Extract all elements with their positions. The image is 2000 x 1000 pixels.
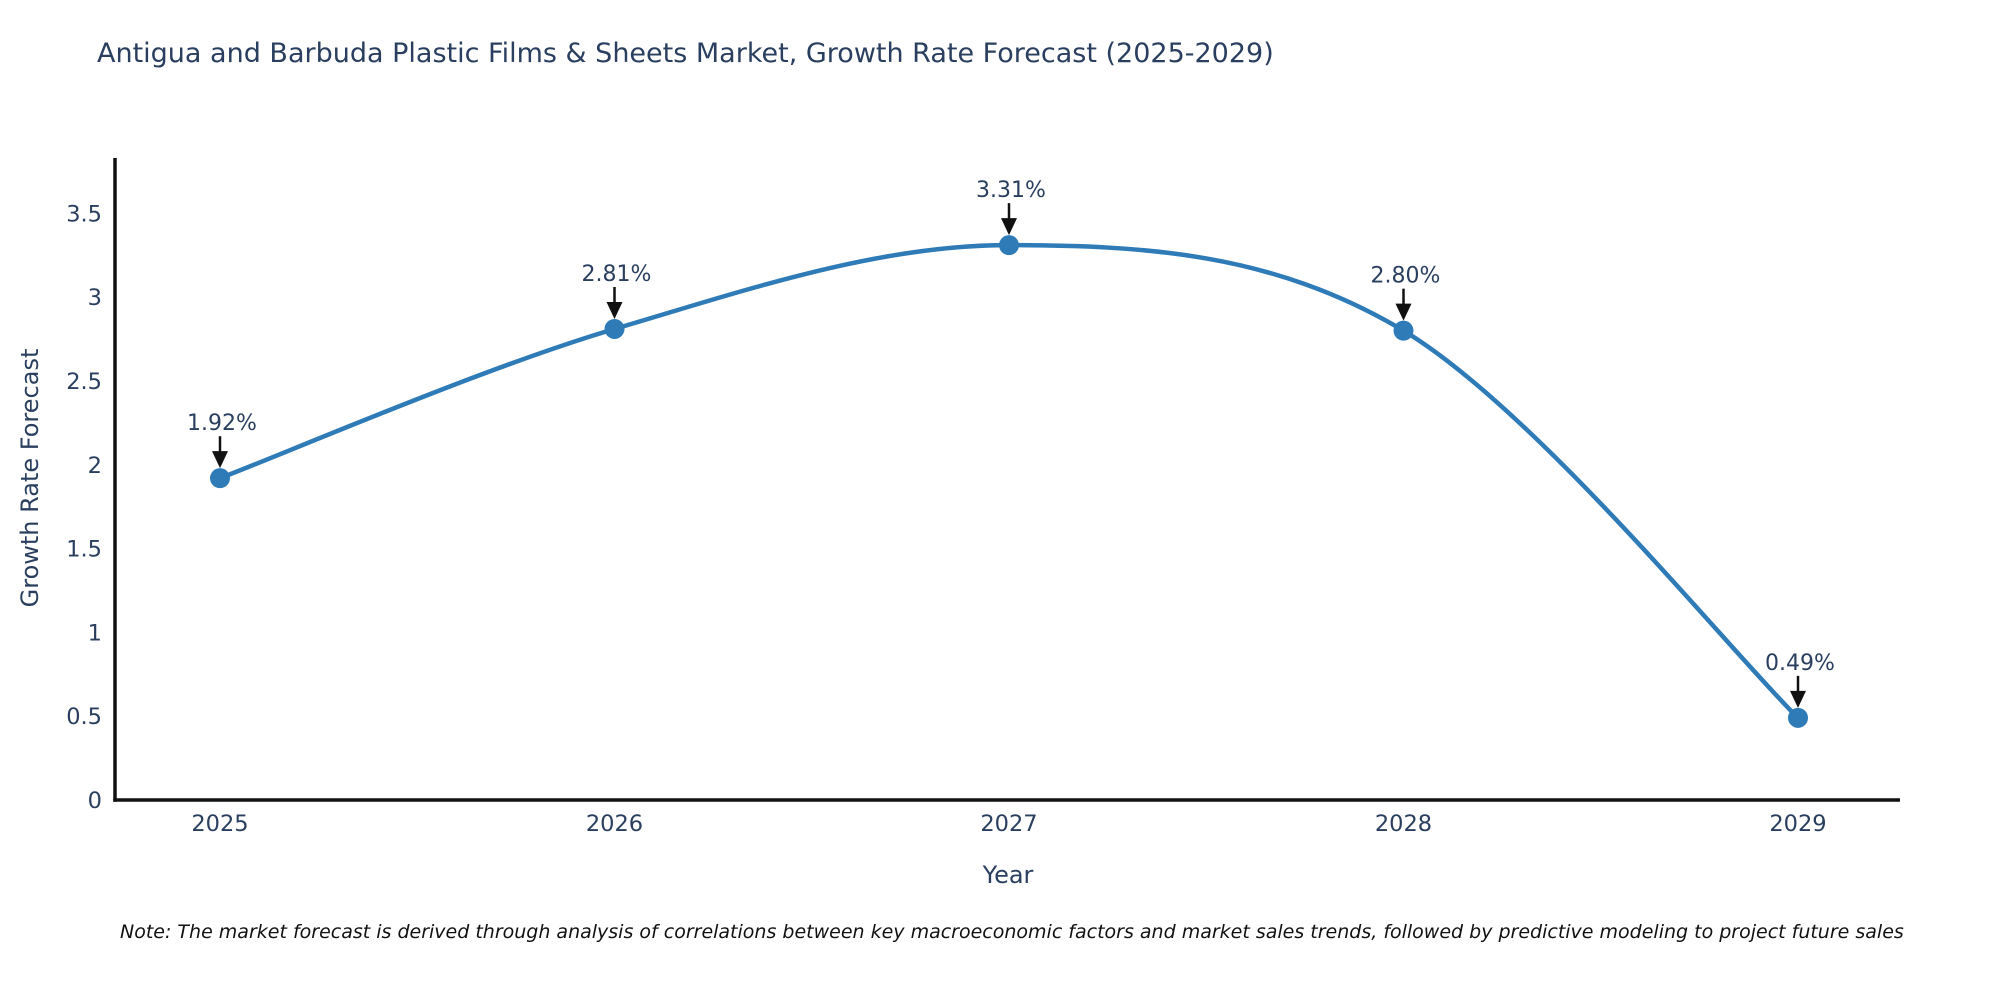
y-tick-label: 0.5 bbox=[66, 704, 102, 730]
data-point bbox=[210, 468, 230, 489]
trend-line bbox=[217, 242, 1801, 721]
annotation-arrowhead bbox=[1790, 690, 1806, 708]
y-tick-label: 2.5 bbox=[66, 369, 102, 395]
y-tick-label: 2 bbox=[88, 453, 102, 479]
y-tick-label: 0 bbox=[88, 788, 102, 814]
annotation-arrowhead bbox=[1395, 303, 1412, 321]
point-annotation-label: 2.81% bbox=[582, 262, 652, 287]
x-tick-label: 2028 bbox=[1375, 811, 1432, 837]
x-axis-title: Year bbox=[982, 861, 1034, 889]
point-annotation-label: 2.80% bbox=[1371, 264, 1441, 289]
annotation-arrowhead bbox=[1001, 218, 1017, 236]
data-point bbox=[1393, 320, 1414, 341]
data-point bbox=[1788, 707, 1808, 728]
y-tick-label: 1.5 bbox=[66, 537, 102, 563]
x-tick-label: 2027 bbox=[980, 811, 1037, 837]
y-tick-label: 1 bbox=[88, 620, 102, 646]
x-tick-label: 2029 bbox=[1769, 811, 1826, 837]
point-annotation-label: 1.92% bbox=[187, 411, 257, 436]
chart-title: Antigua and Barbuda Plastic Films & Shee… bbox=[97, 38, 1274, 69]
x-tick-label: 2025 bbox=[191, 811, 248, 837]
y-tick-label: 3 bbox=[88, 285, 102, 311]
data-point bbox=[999, 235, 1019, 256]
note-text: Note: The market forecast is derived thr… bbox=[120, 921, 1904, 943]
point-annotation-label: 0.49% bbox=[1765, 651, 1835, 676]
x-tick-label: 2026 bbox=[586, 811, 643, 837]
annotation-arrowhead bbox=[212, 451, 228, 469]
y-tick-label: 3.5 bbox=[66, 201, 102, 227]
data-point bbox=[604, 318, 625, 339]
point-annotation-label: 3.31% bbox=[976, 178, 1046, 203]
annotation-arrowhead bbox=[606, 301, 623, 319]
